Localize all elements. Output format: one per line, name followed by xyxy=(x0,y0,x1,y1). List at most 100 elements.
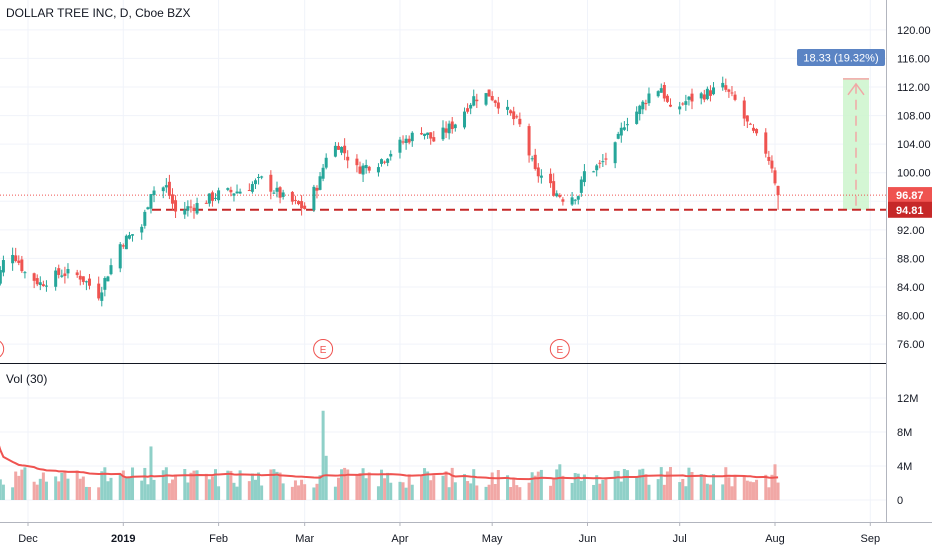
candle-body xyxy=(260,176,264,178)
volume-bar xyxy=(472,469,476,500)
candle-body xyxy=(582,171,586,183)
candle-body xyxy=(152,190,156,196)
volume-bar xyxy=(469,483,473,500)
earnings-marker[interactable]: E xyxy=(549,339,570,359)
candle-body xyxy=(708,90,712,96)
candle-body xyxy=(724,85,728,90)
candle-body xyxy=(619,127,623,136)
volume-series xyxy=(0,410,780,500)
volume-bar xyxy=(659,467,663,500)
volume-bar xyxy=(170,479,174,500)
volume-bar xyxy=(404,487,408,500)
candle-body xyxy=(149,194,153,209)
candle-body xyxy=(97,283,101,299)
volume-bar xyxy=(487,484,491,500)
candle-body xyxy=(656,91,660,97)
candle-body xyxy=(109,265,113,275)
volume-bar xyxy=(764,474,768,500)
earnings-markers[interactable]: EEE xyxy=(0,339,570,359)
volume-bar xyxy=(11,487,15,500)
volume-bar xyxy=(315,483,319,500)
candle-body xyxy=(515,116,519,118)
candle-body xyxy=(595,165,599,171)
volume-bar xyxy=(493,484,497,500)
volume-bar xyxy=(312,487,316,500)
volume-bar xyxy=(463,474,467,500)
earnings-marker[interactable]: E xyxy=(0,340,5,359)
volume-bar xyxy=(595,475,599,500)
volume-bar xyxy=(100,471,104,500)
volume-bar xyxy=(389,482,393,500)
earnings-label: E xyxy=(556,345,563,356)
time-axis-tick-label: Mar xyxy=(295,533,314,545)
volume-bar xyxy=(0,479,2,500)
volume-bar xyxy=(410,484,414,500)
volume-bar xyxy=(300,479,304,500)
time-axis-tick-label: May xyxy=(482,533,503,545)
candle-body xyxy=(401,141,405,143)
candle-body xyxy=(146,207,150,210)
candle-body xyxy=(293,199,297,201)
candle-body xyxy=(257,176,261,178)
candle-body xyxy=(336,145,340,150)
candle-body xyxy=(81,276,85,282)
volume-title: Vol (30) xyxy=(6,372,48,386)
volume-bar xyxy=(336,477,340,500)
earnings-label: E xyxy=(320,345,327,356)
volume-bar xyxy=(17,475,21,500)
price-levels xyxy=(0,194,886,211)
volume-bar xyxy=(63,472,67,500)
volume-bar xyxy=(616,470,620,500)
volume-bar xyxy=(539,469,543,500)
candle-body xyxy=(398,139,402,153)
candle-body xyxy=(407,138,411,143)
volume-bar xyxy=(232,482,236,500)
price-axis-tick-label: 80.00 xyxy=(897,311,925,323)
volume-bar xyxy=(687,467,691,500)
candle-body xyxy=(41,284,45,287)
volume-bar xyxy=(358,473,362,500)
volume-bar xyxy=(278,472,282,500)
earnings-marker[interactable]: E xyxy=(313,339,334,359)
candle-body xyxy=(552,181,556,196)
candle-body xyxy=(229,189,233,193)
volume-bar xyxy=(518,487,522,500)
candle-body xyxy=(131,234,135,236)
volume-bar xyxy=(573,473,577,500)
time-axis-tick-label: Sep xyxy=(861,533,881,545)
volume-bar xyxy=(343,467,347,500)
volume-bar xyxy=(189,472,193,500)
volume-bar xyxy=(204,473,208,500)
volume-bar xyxy=(383,478,387,500)
candle-body xyxy=(167,181,171,196)
volume-bar xyxy=(257,472,261,500)
candle-body xyxy=(770,160,774,169)
volume-bar xyxy=(355,475,359,500)
volume-bar xyxy=(23,467,27,500)
candle-body xyxy=(164,185,168,188)
volume-bar xyxy=(644,474,648,500)
volume-bar xyxy=(281,483,285,500)
candle-body xyxy=(17,260,21,263)
volume-bar xyxy=(570,482,574,500)
volume-bar xyxy=(275,471,279,500)
volume-bar xyxy=(238,470,242,500)
candle-body xyxy=(380,159,384,164)
candle-body xyxy=(367,166,371,171)
candle-body xyxy=(290,191,294,202)
candle-body xyxy=(644,103,648,105)
volume-bar xyxy=(41,472,45,500)
price-axis-tick-label: 88.00 xyxy=(897,253,925,265)
measure-tool[interactable]: 18.33 (19.32%) xyxy=(797,49,885,210)
candle-body xyxy=(174,200,178,212)
volume-bar xyxy=(140,480,144,500)
volume-bar xyxy=(87,486,91,500)
candle-body xyxy=(11,254,15,264)
candle-body xyxy=(721,82,725,88)
candle-body xyxy=(702,94,706,100)
volume-bar xyxy=(340,469,344,500)
price-axis-tick-label: 112.00 xyxy=(897,82,930,94)
volume-bar xyxy=(183,469,187,500)
volume-bar xyxy=(662,484,666,500)
